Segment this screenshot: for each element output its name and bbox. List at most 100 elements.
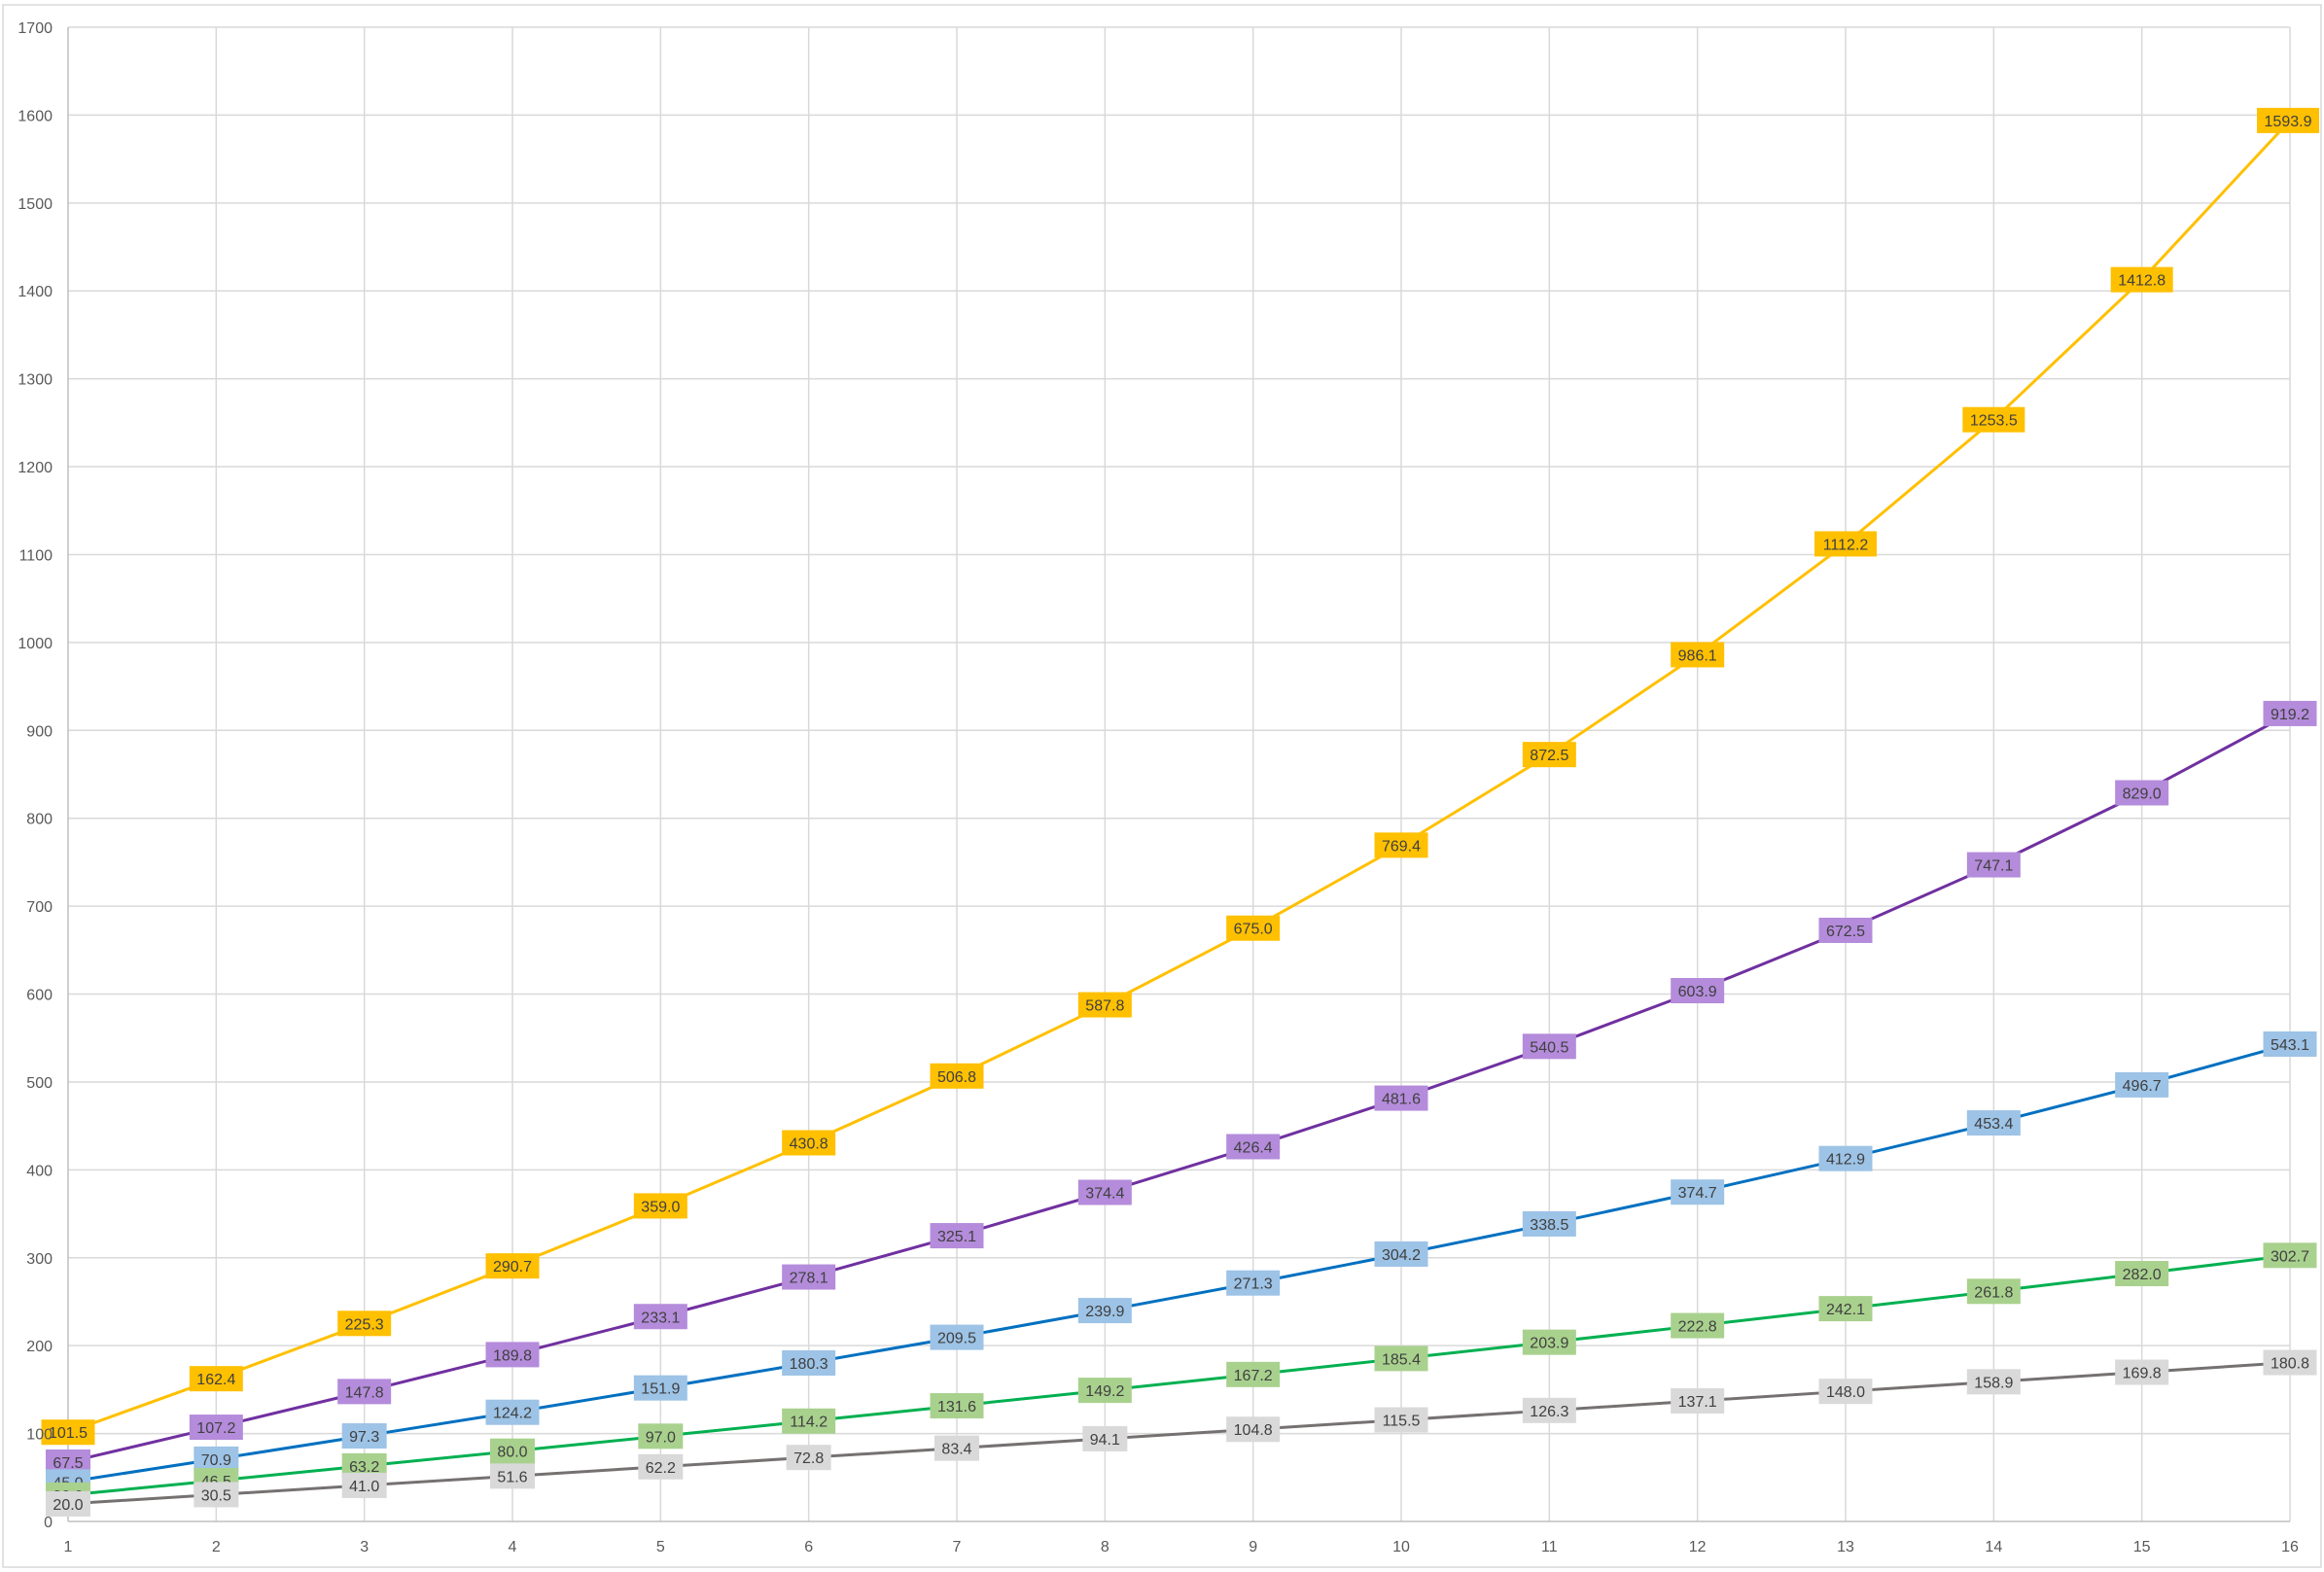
data-label-value: 986.1 — [1678, 647, 1717, 664]
data-label: 225.3 — [337, 1310, 392, 1337]
data-label-box — [1671, 1388, 1725, 1415]
data-label-box — [1966, 1369, 2021, 1395]
data-label: 675.0 — [1226, 915, 1281, 941]
data-label: 304.2 — [1374, 1240, 1428, 1267]
data-label: 430.8 — [782, 1130, 836, 1156]
tick-labels: 0 100 200 300 400 500 600 700 800 900 1000 1100 1200… — [18, 20, 2299, 1555]
data-label-box — [485, 1399, 540, 1425]
data-label: 115.5 — [1374, 1407, 1428, 1433]
series-line-3 — [66, 1042, 2292, 1484]
data-label-value: 149.2 — [1085, 1383, 1124, 1400]
data-label-value: 101.5 — [49, 1425, 88, 1442]
y-tick-label: 100 — [26, 1427, 53, 1444]
data-label-value: 80.0 — [497, 1445, 527, 1461]
data-label: 290.7 — [485, 1253, 540, 1279]
y-tick-label: 400 — [26, 1163, 53, 1179]
data-label-box — [485, 1342, 540, 1368]
y-tick-label: 1200 — [18, 460, 53, 476]
data-labels: 101.5 162.4 225.3 290.7 359.0 430.8 506.8 587.8… — [41, 107, 2319, 1517]
data-label: 747.1 — [1966, 852, 2021, 878]
data-label-value: 290.7 — [493, 1259, 532, 1275]
data-label-box — [633, 1375, 687, 1401]
data-label: 278.1 — [782, 1264, 836, 1290]
data-label-box — [1226, 1270, 1281, 1296]
data-label-box — [2115, 1071, 2169, 1098]
data-label-value: 430.8 — [790, 1136, 828, 1153]
data-label-value: 325.1 — [937, 1229, 976, 1245]
data-label-box — [934, 1435, 979, 1461]
data-label-value: 169.8 — [2123, 1365, 2162, 1381]
data-label-value: 203.9 — [1530, 1336, 1568, 1352]
data-label-box — [2115, 1261, 2169, 1287]
data-label-box — [189, 1415, 243, 1441]
data-label-value: 209.5 — [937, 1331, 976, 1347]
data-label-value: 30.5 — [201, 1487, 231, 1504]
x-tick-label: 2 — [212, 1539, 221, 1555]
data-label: 603.9 — [1671, 978, 1725, 1004]
data-label-box — [782, 1408, 836, 1434]
data-label-value: 271.3 — [1234, 1276, 1273, 1293]
data-label-value: 62.2 — [646, 1460, 676, 1477]
data-label-box — [1077, 992, 1132, 1018]
data-label-value: 222.8 — [1678, 1319, 1717, 1336]
y-tick-label: 600 — [26, 988, 53, 1004]
data-label: 506.8 — [930, 1063, 984, 1089]
data-label-box — [1374, 1407, 1428, 1433]
data-label-box — [930, 1223, 984, 1249]
data-label: 1253.5 — [1962, 406, 2025, 433]
data-label-value: 506.8 — [937, 1069, 976, 1086]
data-label: 239.9 — [1077, 1298, 1132, 1324]
data-label-value: 67.5 — [53, 1455, 83, 1472]
data-label-box — [2263, 1349, 2317, 1376]
data-label: 359.0 — [633, 1193, 687, 1219]
y-tick-label: 300 — [26, 1251, 53, 1268]
data-label-value: 453.4 — [1974, 1116, 2013, 1133]
data-label-value: 148.0 — [1826, 1384, 1865, 1401]
data-label-value: 242.1 — [1826, 1302, 1865, 1318]
data-label-value: 747.1 — [1974, 858, 2013, 875]
x-tick-label: 10 — [1392, 1539, 1410, 1555]
data-label-value: 603.9 — [1678, 984, 1717, 1000]
data-label-value: 94.1 — [1090, 1432, 1120, 1449]
data-label: 587.8 — [1077, 992, 1132, 1018]
gridlines — [68, 26, 2291, 1521]
data-label-value: 278.1 — [790, 1271, 828, 1287]
data-label-box — [2115, 1359, 2169, 1385]
x-tick-label: 4 — [509, 1539, 517, 1555]
data-label-box — [1374, 1085, 1428, 1111]
data-label-box — [1226, 1134, 1281, 1160]
data-label-value: 540.5 — [1530, 1039, 1568, 1056]
data-label: 203.9 — [1522, 1329, 1576, 1355]
data-label-box — [1966, 1110, 2021, 1136]
data-label-box — [189, 1366, 243, 1392]
data-label-box — [1374, 832, 1428, 858]
data-label-box — [1966, 852, 2021, 878]
data-label-box — [782, 1349, 836, 1376]
data-label-box — [1818, 1296, 1873, 1322]
data-label: 72.8 — [786, 1445, 831, 1471]
data-label-box — [341, 1423, 387, 1450]
data-label-value: 496.7 — [2123, 1078, 2162, 1095]
data-label: 233.1 — [633, 1304, 687, 1330]
data-label-box — [1522, 742, 1576, 768]
data-label: 338.5 — [1522, 1210, 1576, 1237]
data-label-value: 41.0 — [349, 1479, 379, 1495]
data-label-box — [1671, 978, 1725, 1004]
x-tick-label: 3 — [360, 1539, 369, 1555]
data-label-box — [1966, 1278, 2021, 1305]
data-label-value: 115.5 — [1383, 1414, 1421, 1430]
data-label-value: 1593.9 — [2265, 114, 2312, 130]
series-lines — [66, 119, 2292, 1506]
data-label: 672.5 — [1818, 917, 1873, 943]
data-label-value: 829.0 — [2123, 786, 2162, 802]
data-label-box — [1671, 1179, 1725, 1205]
data-label: 104.8 — [1226, 1416, 1281, 1443]
data-label-box — [1818, 1145, 1873, 1171]
data-label-value: 97.0 — [646, 1429, 676, 1446]
data-label-value: 63.2 — [349, 1459, 379, 1476]
x-tick-label: 1 — [64, 1539, 73, 1555]
data-label: 271.3 — [1226, 1270, 1281, 1296]
data-label-value: 587.8 — [1085, 998, 1124, 1015]
data-label-box — [1818, 917, 1873, 943]
